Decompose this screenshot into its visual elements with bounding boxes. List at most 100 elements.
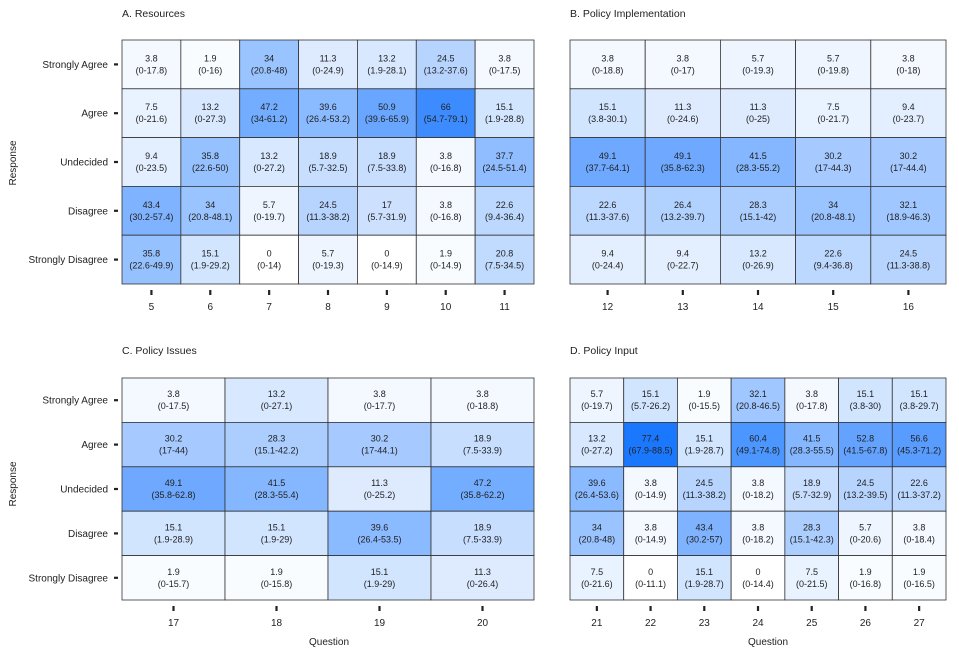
- cell-value-label: 3.8: [439, 151, 452, 161]
- cell-ci-label: (1.9-29): [261, 534, 293, 544]
- cell-value-label: 13.2: [260, 151, 278, 161]
- cell-ci-label: (0-14): [257, 261, 281, 271]
- heatmap-cell: [644, 137, 721, 187]
- heatmap-cell: [891, 466, 947, 512]
- cell-value-label: 3.8: [644, 478, 657, 488]
- cell-ci-label: (13.2-37.6): [424, 65, 468, 75]
- cell-value-label: 18.9: [474, 522, 492, 532]
- cell-value-label: 41.5: [803, 434, 821, 444]
- heatmap-cell: [623, 421, 678, 468]
- cell-ci-label: (0-27.3): [195, 114, 227, 124]
- cell-value-label: 34: [828, 200, 838, 210]
- cell-value-label: 34: [264, 53, 274, 63]
- cell-value-label: 22.6: [910, 478, 928, 488]
- heatmap-cell: [357, 185, 417, 236]
- panel-c-cells: 3.8 (0-17.5) 13.2 (0-27.1) 3.8 (0-17.7) 3.8 (0-…: [121, 377, 535, 601]
- heatmap-cell: [180, 137, 241, 187]
- heatmap-cell: [298, 234, 358, 285]
- cell-ci-label: (7.5-33.8): [367, 163, 406, 173]
- cell-value-label: 60.4: [749, 434, 767, 444]
- cell-value-label: 3.8: [902, 53, 915, 63]
- heatmap-cell: [357, 137, 417, 187]
- heatmap-cell: [784, 555, 839, 601]
- cell-ci-label: (67.9-88.5): [629, 446, 673, 456]
- heatmap-cell: [569, 421, 625, 468]
- cell-ci-label: (0-17.8): [136, 65, 168, 75]
- row-label: Strongly Agree: [42, 60, 108, 71]
- cell-value-label: 3.8: [752, 478, 765, 488]
- col-label: 14: [752, 302, 764, 313]
- col-label: 16: [903, 302, 915, 313]
- cell-value-label: 11.3: [674, 102, 691, 112]
- cell-ci-label: (20.8-46.5): [736, 401, 780, 411]
- cell-ci-label: (35.8-62.3): [661, 163, 705, 173]
- heatmap-cell: [327, 421, 432, 468]
- cell-value-label: 30.2: [824, 151, 842, 161]
- col-label: 6: [208, 302, 214, 313]
- heatmap-cell: [730, 510, 786, 557]
- heatmap-cell: [677, 466, 732, 512]
- heatmap-cell: [730, 377, 786, 423]
- row-label: Strongly Disagree: [29, 573, 109, 584]
- cell-value-label: 3.8: [498, 53, 511, 63]
- cell-ci-label: (0-19.3): [312, 261, 344, 271]
- cell-value-label: 3.8: [439, 200, 452, 210]
- cell-value-label: 30.2: [900, 151, 918, 161]
- heatmap-cell: [569, 88, 646, 139]
- col-label: 27: [914, 618, 926, 629]
- heatmap-cell: [415, 185, 476, 236]
- heatmap-cell: [474, 39, 535, 90]
- cell-ci-label: (0-22.7): [667, 261, 699, 271]
- cell-value-label: 5.7: [859, 522, 872, 532]
- heatmap-cell: [569, 510, 625, 557]
- heatmap-cell: [569, 137, 646, 187]
- heatmap-cell: [730, 421, 786, 468]
- cell-ci-label: (0-19.8): [817, 65, 849, 75]
- cell-ci-label: (22.6-50): [192, 163, 229, 173]
- heatmap-cell: [327, 377, 432, 423]
- cell-ci-label: (9.4-36.8): [814, 261, 853, 271]
- heatmap-cell: [569, 185, 646, 236]
- cell-value-label: 5.7: [591, 389, 604, 399]
- cell-ci-label: (0-18.2): [742, 490, 774, 500]
- panel-c-col-labels: 17 18 19 20: [168, 606, 488, 629]
- cell-ci-label: (0-14.9): [635, 490, 667, 500]
- cell-ci-label: (54.7-79.1): [424, 114, 468, 124]
- x-axis-title-right: Question: [748, 637, 788, 648]
- col-label: 24: [752, 618, 764, 629]
- cell-value-label: 7.5: [145, 102, 158, 112]
- cell-ci-label: (0-19.7): [253, 212, 285, 222]
- heatmap-cell: [121, 377, 226, 423]
- heatmap-cell: [795, 185, 872, 236]
- panel-a-cells: 3.8 (0-17.8) 1.9 (0-16) 34 (20.8-48) 11.3 (0-24…: [121, 39, 535, 285]
- col-label: 22: [645, 618, 657, 629]
- heatmap-cell: [838, 466, 893, 512]
- cell-ci-label: (0-27.1): [261, 401, 293, 411]
- heatmap-cell: [239, 185, 299, 236]
- heatmap-cell: [430, 421, 535, 468]
- cell-value-label: 30.2: [371, 434, 389, 444]
- cell-value-label: 56.6: [910, 434, 928, 444]
- cell-ci-label: (0-25): [746, 114, 770, 124]
- heatmap-cell: [430, 555, 535, 601]
- heatmap-cell: [474, 137, 535, 187]
- col-label: 18: [271, 618, 283, 629]
- panel-d-title: D. Policy Input: [570, 345, 638, 357]
- cell-value-label: 0: [755, 567, 760, 577]
- heatmap-cell: [121, 555, 226, 601]
- cell-ci-label: (0-17): [671, 65, 695, 75]
- cell-ci-label: (17-44.3): [815, 163, 852, 173]
- cell-value-label: 15.1: [202, 249, 220, 259]
- cell-ci-label: (5.7-26.2): [631, 401, 670, 411]
- heatmap-cell: [838, 377, 893, 423]
- cell-ci-label: (1.9-28.7): [685, 446, 724, 456]
- cell-value-label: 0: [384, 249, 389, 259]
- heatmap-cell: [720, 185, 797, 236]
- col-label: 19: [374, 618, 386, 629]
- heatmap-cell: [838, 421, 893, 468]
- heatmap-cell: [180, 88, 241, 139]
- heatmap-cell: [644, 39, 721, 90]
- heatmap-cell: [474, 88, 535, 139]
- cell-ci-label: (0-26.9): [742, 261, 774, 271]
- cell-ci-label: (1.9-29.2): [191, 261, 230, 271]
